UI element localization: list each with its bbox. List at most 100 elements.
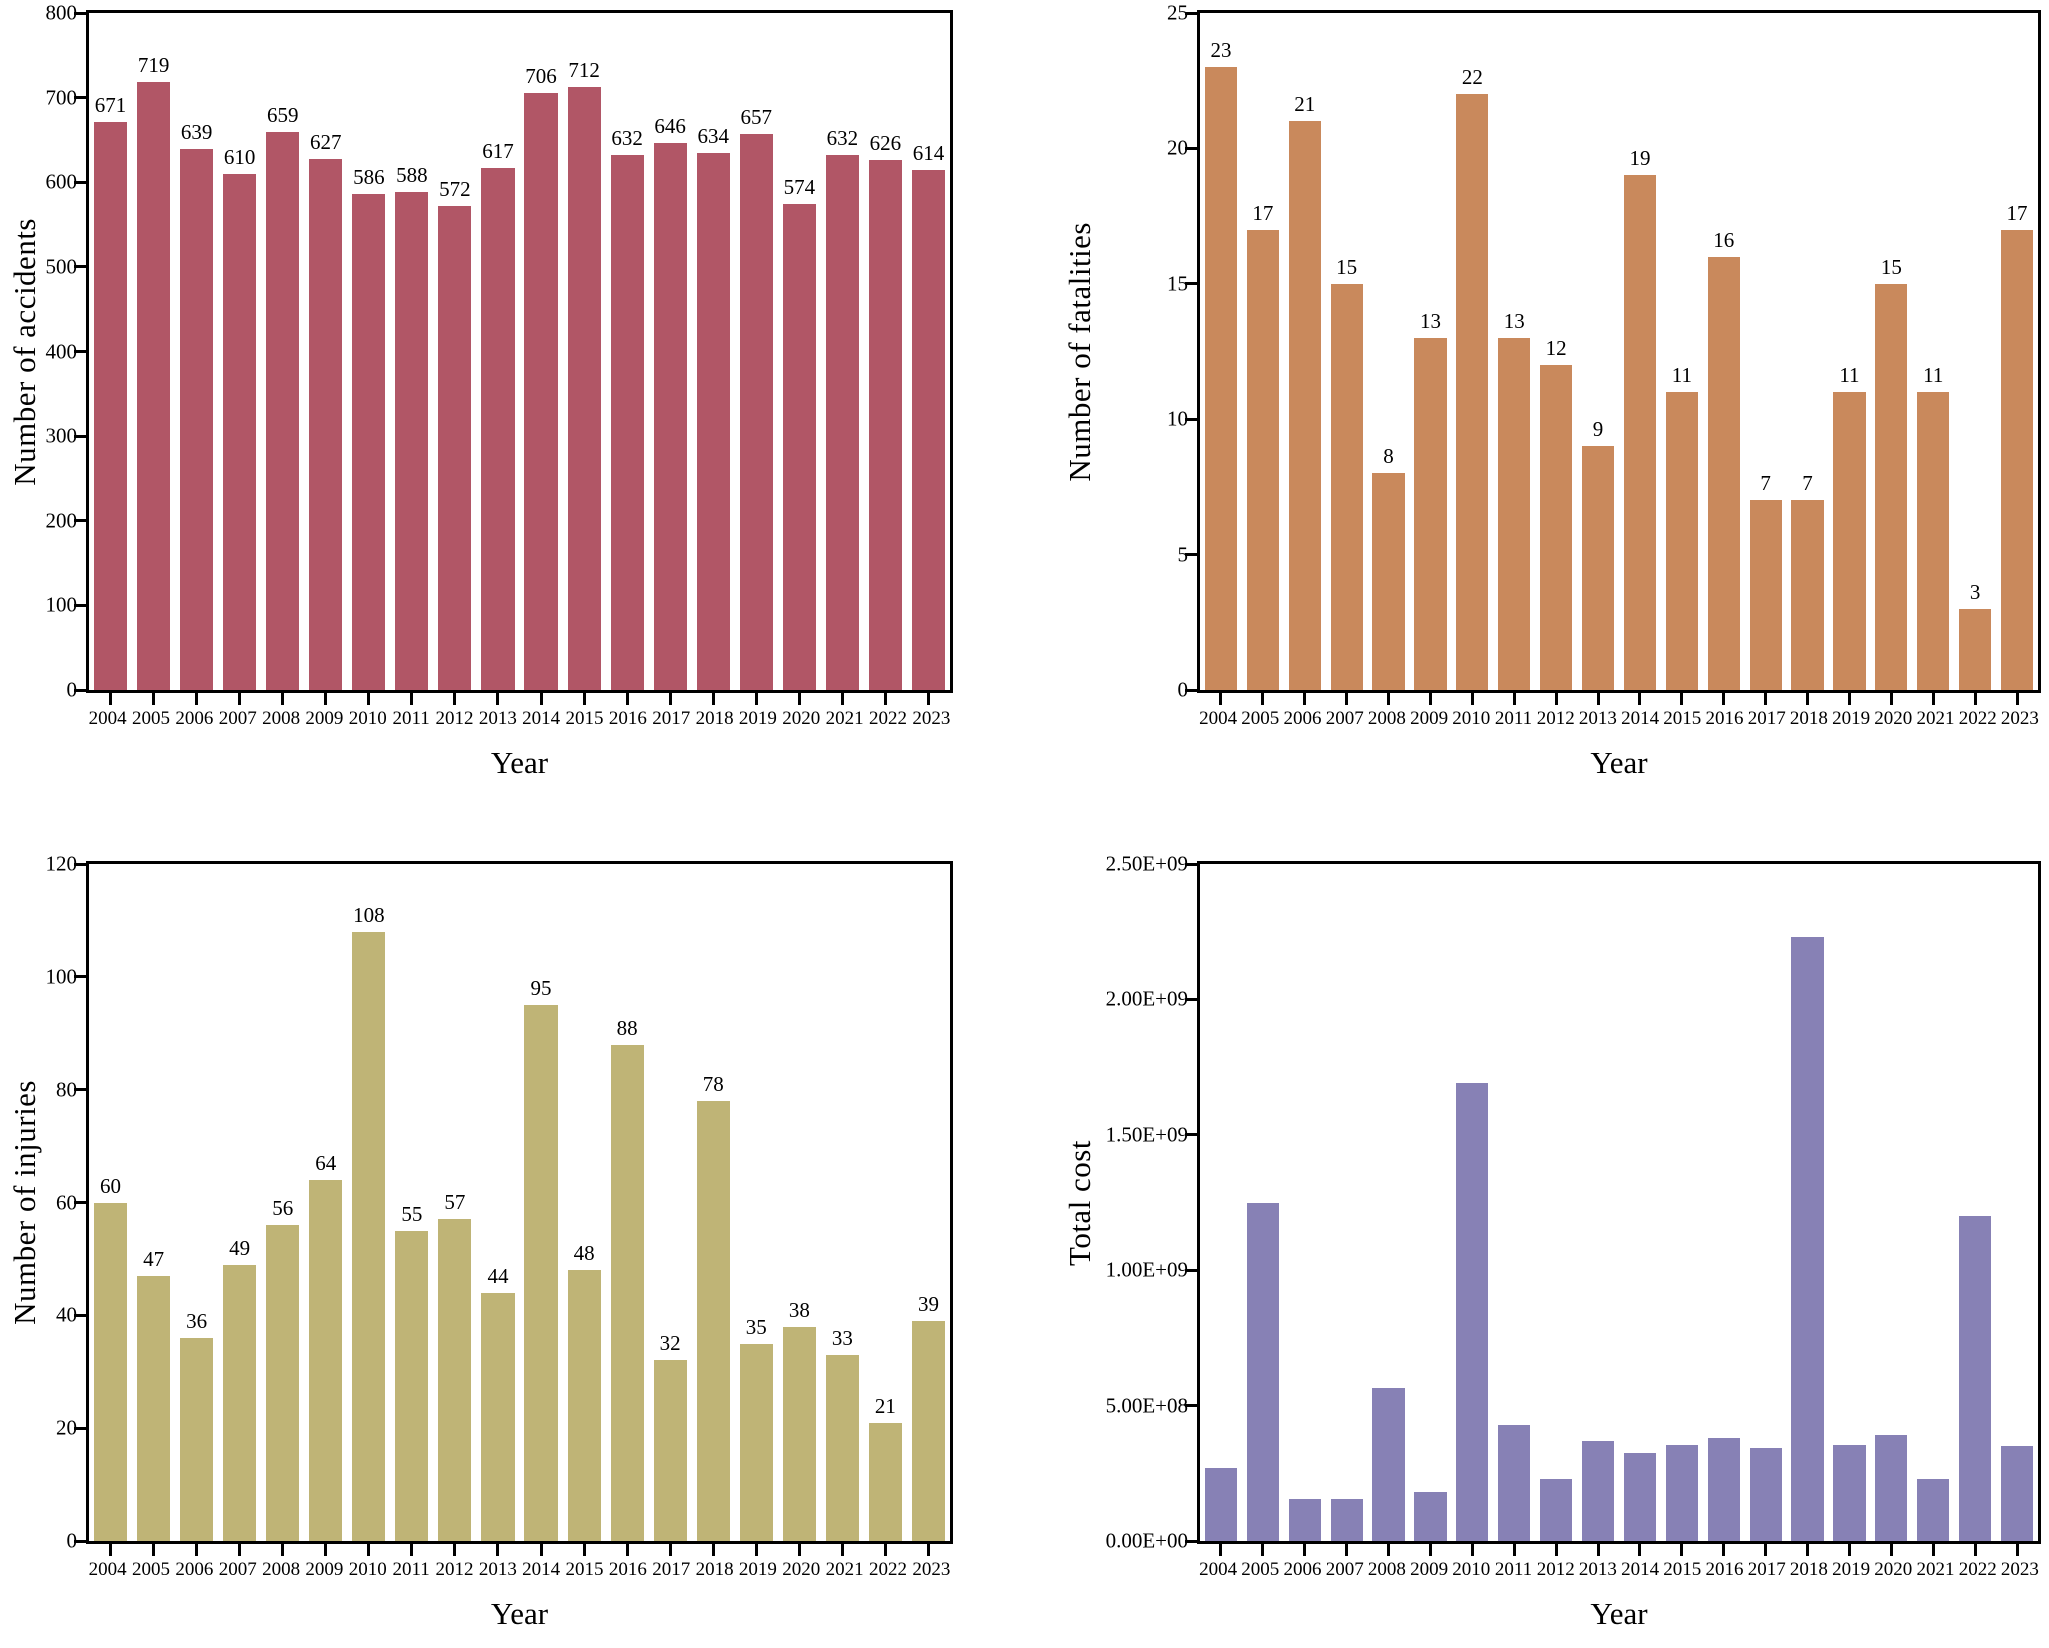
x-tick-label: 2010: [1452, 708, 1491, 729]
bar-value-label: 23: [1210, 38, 1232, 63]
x-tick-label: 2004: [1199, 1559, 1238, 1580]
x-axis-title-row: Year: [86, 735, 953, 791]
x-tick-label: 2019: [1832, 1559, 1871, 1580]
x-tick-mark: [238, 693, 242, 705]
x-tick-mark: [926, 693, 930, 705]
x-tick-mark: [1889, 1544, 1893, 1556]
x-tick-label: 2015: [1663, 708, 1702, 729]
x-tick-label: 2023: [912, 1559, 951, 1580]
x-tick-label: 2010: [348, 708, 387, 729]
bar-2015: [567, 1270, 601, 1541]
y-tick-mark: [1185, 282, 1197, 286]
y-tick-mark: [74, 975, 86, 979]
bar-2012: [1540, 365, 1573, 690]
y-tick-mark: [74, 96, 86, 100]
x-tick-label: 2016: [608, 708, 647, 729]
y-tick-label: 40: [56, 1302, 77, 1327]
bar-2022: [1959, 1216, 1992, 1541]
y-tick-mark: [1185, 11, 1197, 15]
x-tick-label: 2021: [825, 1559, 864, 1580]
bar-2009: [1414, 1492, 1447, 1541]
bar-2010: [352, 194, 386, 690]
x-axis-tick-labels: 2004 2005 2006 2007 2008 2009 2010 2011 2012 2013…: [86, 1544, 953, 1586]
bar-value-label: 64: [315, 1150, 337, 1175]
bar-value-label: 627: [310, 130, 342, 155]
x-tick-label: 2017: [652, 1559, 691, 1580]
bar-2022: [868, 160, 902, 690]
x-tick-mark: [668, 1544, 672, 1556]
x-tick-mark: [711, 693, 715, 705]
bar-value-label: 16: [1713, 227, 1735, 252]
x-tick-mark: [109, 693, 113, 705]
x-tick-mark: [754, 1544, 758, 1556]
bar-2005: [1246, 229, 1279, 690]
bar-value-label: 60: [100, 1173, 122, 1198]
y-tick-mark: [74, 434, 86, 438]
x-tick-mark: [926, 1544, 930, 1556]
y-axis-tick-labels: 0 100 200 300 400 500 600 700 800: [42, 2, 86, 700]
bar-2005: [137, 1275, 171, 1541]
bar-2004: [93, 122, 128, 690]
y-axis-title-column: Total cost: [1062, 861, 1097, 1544]
bar-value-label: 108: [353, 902, 385, 927]
bar-value-label: 632: [826, 126, 859, 151]
bar-2023: [2000, 229, 2034, 690]
plot-area: [1185, 861, 2041, 1556]
x-tick-label: 2023: [2000, 708, 2039, 729]
x-tick-mark: [2015, 1544, 2019, 1556]
x-tick-label: 2011: [392, 708, 430, 729]
x-tick-label: 2016: [1705, 1559, 1744, 1580]
y-tick-label: 0: [1177, 677, 1189, 702]
x-tick-mark: [1764, 1544, 1768, 1556]
x-tick-mark: [625, 693, 629, 705]
x-tick-mark: [668, 693, 672, 705]
bar-value-label: 646: [654, 114, 686, 139]
y-tick-mark: [1185, 553, 1197, 557]
bar-2020: [1875, 283, 1908, 690]
x-tick-label: 2014: [1621, 1559, 1660, 1580]
x-tick-mark: [1512, 1544, 1516, 1556]
x-tick-mark: [539, 1544, 543, 1556]
x-axis-title-row: Year: [86, 1586, 953, 1642]
bar-2017: [1749, 500, 1782, 690]
x-tick-label: 2010: [1452, 1559, 1491, 1580]
bar-value-label: 88: [616, 1015, 638, 1040]
x-tick-label: 2004: [88, 708, 127, 729]
bar-value-label: 572: [439, 176, 471, 201]
y-tick-mark: [74, 1201, 86, 1204]
bar-2022: [1959, 608, 1992, 690]
y-tick-label: 15: [1167, 271, 1188, 296]
y-tick-mark: [1185, 417, 1197, 421]
x-tick-mark: [883, 1544, 887, 1556]
bar-2012: [1540, 1478, 1573, 1541]
bar-2013: [481, 167, 515, 690]
bar-2008: [1372, 1388, 1405, 1541]
y-tick-mark: [74, 11, 86, 15]
bar-value-label: 7: [1760, 471, 1771, 496]
y-tick-label: 1.00E+09: [1105, 1257, 1188, 1282]
bar-value-label: 39: [917, 1291, 939, 1316]
x-tick-mark: [410, 693, 414, 705]
x-tick-mark: [1428, 1544, 1432, 1556]
chart-panel-fatalities: Number of fatalities 0 5 10 15 20 25 23 17 21 15…: [1041, 2, 2041, 791]
x-tick-label: 2013: [1578, 1559, 1617, 1580]
bar-2021: [1917, 1478, 1950, 1541]
x-tick-mark: [1931, 1544, 1935, 1556]
bar-value-label: 626: [869, 131, 902, 156]
x-tick-label: 2011: [392, 1559, 430, 1580]
bar-2006: [180, 149, 214, 690]
x-tick-label: 2022: [868, 1559, 907, 1580]
x-tick-label: 2004: [88, 1559, 127, 1580]
x-tick-mark: [324, 693, 328, 705]
bar-2005: [1246, 1202, 1279, 1541]
y-tick-label: 0: [66, 1528, 78, 1553]
x-tick-label: 2022: [868, 708, 907, 729]
x-tick-mark: [367, 1544, 371, 1556]
x-tick-label: 2009: [305, 1559, 344, 1580]
x-tick-mark: [582, 693, 586, 705]
x-tick-mark: [1806, 693, 1810, 705]
bar-2021: [825, 155, 859, 690]
x-tick-mark: [1722, 1544, 1726, 1556]
bar-2019: [1833, 392, 1866, 690]
bar-value-label: 657: [740, 105, 773, 130]
